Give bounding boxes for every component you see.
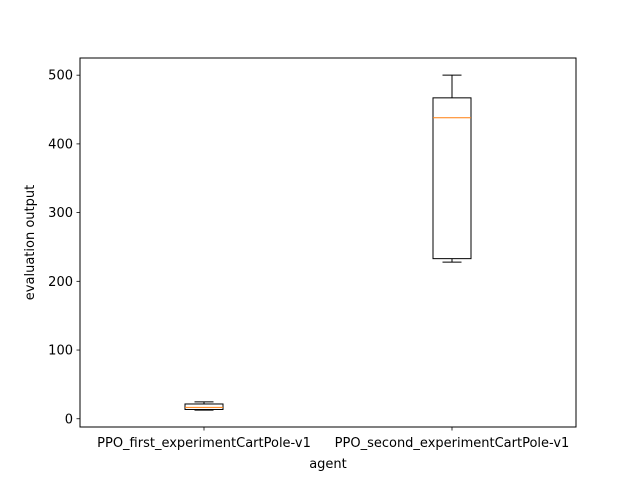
box-group bbox=[184, 401, 224, 411]
plot-area bbox=[184, 74, 472, 411]
y-tick-label: 500 bbox=[48, 69, 73, 84]
y-tick-label: 200 bbox=[48, 275, 73, 290]
axes-frame bbox=[79, 57, 577, 428]
x-tick-label: PPO_first_experimentCartPole-v1 bbox=[97, 436, 311, 451]
y-tick-label: 0 bbox=[65, 412, 73, 427]
y-tick-label: 400 bbox=[48, 137, 73, 152]
y-tick-label: 300 bbox=[48, 206, 73, 221]
x-tick-label: PPO_second_experimentCartPole-v1 bbox=[335, 436, 570, 451]
box-group bbox=[432, 74, 472, 263]
iqr-box bbox=[184, 403, 224, 410]
axis-ticks: 0 100 200 300 400 500 PPO_first_experimentCart… bbox=[48, 69, 569, 451]
y-axis-label: evaluation output bbox=[23, 185, 38, 300]
x-axis-label: agent bbox=[309, 457, 347, 472]
y-tick-label: 100 bbox=[48, 344, 73, 359]
iqr-box bbox=[432, 97, 472, 260]
